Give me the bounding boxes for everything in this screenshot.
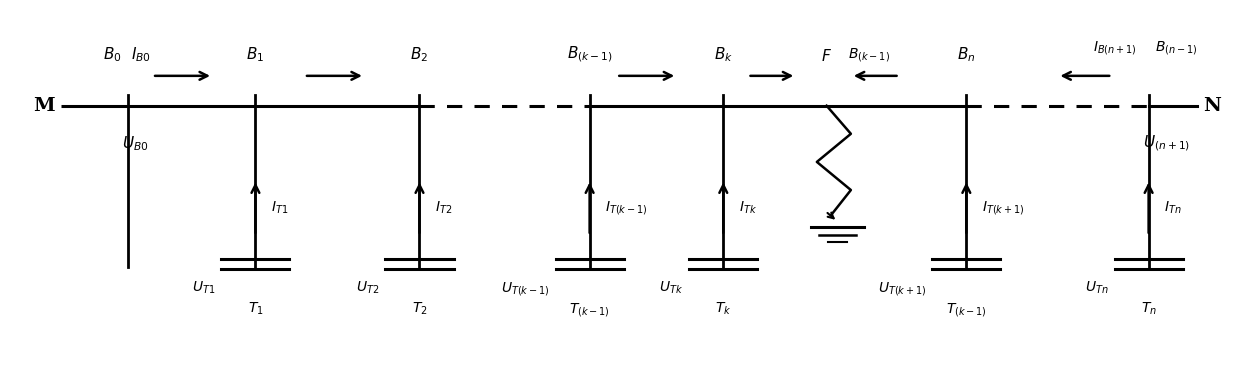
Text: $I_{T2}$: $I_{T2}$: [435, 199, 453, 216]
Text: $I_{Tk}$: $I_{Tk}$: [739, 199, 758, 216]
Text: $U_{T1}$: $U_{T1}$: [192, 280, 216, 296]
Text: $F$: $F$: [821, 48, 832, 64]
Text: $T_n$: $T_n$: [1141, 301, 1157, 317]
Text: M: M: [33, 97, 55, 115]
Text: $U_{T2}$: $U_{T2}$: [356, 280, 379, 296]
Text: $B_{(k-1)}$: $B_{(k-1)}$: [567, 44, 613, 64]
Text: $U_{Tn}$: $U_{Tn}$: [1085, 280, 1109, 296]
Text: $I_{Tn}$: $I_{Tn}$: [1164, 199, 1182, 216]
Text: $B_n$: $B_n$: [957, 45, 976, 64]
Text: $U_{Tk}$: $U_{Tk}$: [660, 280, 683, 296]
Text: $B_1$: $B_1$: [247, 45, 264, 64]
Text: $U_{T(k+1)}$: $U_{T(k+1)}$: [878, 280, 926, 298]
Text: $B_{(n-1)}$: $B_{(n-1)}$: [1154, 38, 1197, 56]
Text: $T_k$: $T_k$: [715, 301, 732, 317]
Text: $B_0$: $B_0$: [103, 45, 122, 64]
Text: $B_2$: $B_2$: [410, 45, 429, 64]
Text: $T_1$: $T_1$: [248, 301, 263, 317]
Text: N: N: [1203, 97, 1221, 115]
Text: $B_k$: $B_k$: [714, 45, 733, 64]
Text: $U_{T(k-1)}$: $U_{T(k-1)}$: [501, 280, 549, 298]
Text: $U_{B0}$: $U_{B0}$: [122, 134, 149, 153]
Text: $U_{(n+1)}$: $U_{(n+1)}$: [1142, 134, 1189, 153]
Text: $I_{T(k+1)}$: $I_{T(k+1)}$: [982, 199, 1024, 217]
Text: $I_{T(k-1)}$: $I_{T(k-1)}$: [605, 199, 647, 217]
Text: $B_{(k-1)}$: $B_{(k-1)}$: [848, 45, 890, 64]
Text: $T_{(k-1)}$: $T_{(k-1)}$: [946, 301, 987, 319]
Text: $I_{B0}$: $I_{B0}$: [131, 45, 151, 64]
Text: $T_2$: $T_2$: [412, 301, 428, 317]
Text: $I_{T1}$: $I_{T1}$: [272, 199, 289, 216]
Text: $I_{B(n+1)}$: $I_{B(n+1)}$: [1092, 38, 1136, 56]
Text: $T_{(k-1)}$: $T_{(k-1)}$: [569, 301, 610, 319]
